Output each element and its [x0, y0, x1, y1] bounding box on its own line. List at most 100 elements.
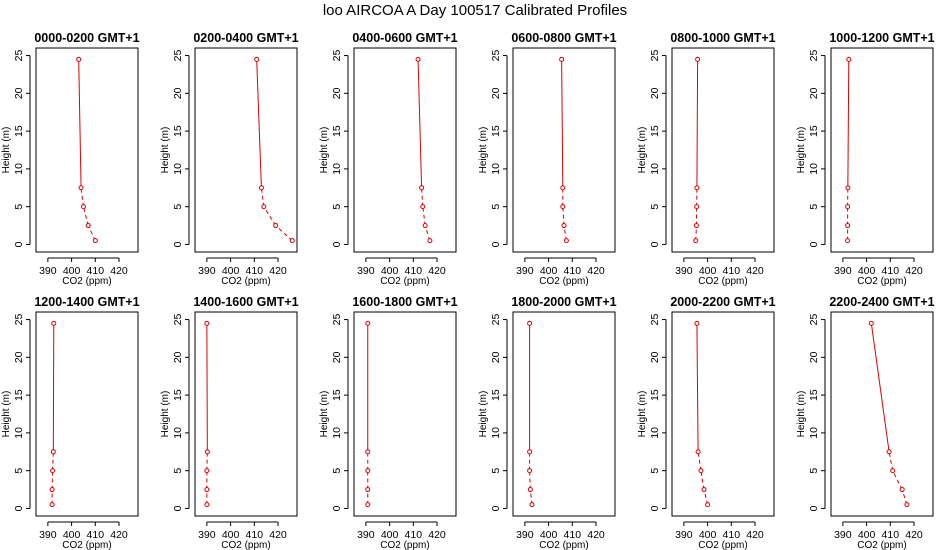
panel-8-x-tick-label: 420 — [269, 529, 287, 541]
panel-2-x-axis-label: CO2 (ppm) — [221, 276, 270, 287]
panel-10-y-tick-label: 5 — [490, 468, 502, 474]
panel-4-title: 0600-0800 GMT+1 — [511, 31, 616, 45]
panel-5-x-tick-label: 400 — [699, 265, 717, 277]
panel-6-x-tick-label: 420 — [905, 265, 923, 277]
panel-6-data-point — [845, 204, 851, 210]
panel-12-data-point — [890, 468, 896, 474]
panel-8-data-point — [204, 502, 210, 508]
panel-3-y-tick-label: 15 — [331, 125, 343, 137]
panel-10-x-axis-label: CO2 (ppm) — [539, 540, 588, 550]
panel-5-data-point — [694, 185, 700, 191]
panel-8-data-point — [204, 468, 210, 474]
panel-4-y-tick-label: 25 — [490, 50, 502, 62]
panel-11-x-tick-label: 420 — [746, 529, 764, 541]
panel-10-y-tick-label: 25 — [490, 314, 502, 326]
panel-4-y-tick-label: 5 — [490, 204, 502, 210]
panel-3-data-point — [419, 185, 425, 191]
panel-5-y-tick-label: 10 — [649, 163, 661, 175]
panel-3-profile-segment — [424, 225, 431, 241]
panel-2-frame — [194, 47, 298, 253]
panel-2-y-axis-label: Height (m) — [160, 127, 171, 174]
panel-9-data-point — [365, 487, 371, 493]
panel-8-title: 1400-1600 GMT+1 — [193, 295, 298, 309]
panel-2-title: 0200-0400 GMT+1 — [193, 31, 298, 45]
panel-3-x-tick-label: 420 — [428, 265, 446, 277]
panel-11-y-tick-label: 5 — [649, 468, 661, 474]
panel-1-x-tick-label: 410 — [87, 265, 105, 277]
panel-11-title: 2000-2200 GMT+1 — [670, 295, 775, 309]
panel-6-title: 1000-1200 GMT+1 — [829, 31, 934, 45]
panel-2-profile-segment — [275, 225, 293, 242]
panel-11-y-tick-label: 15 — [649, 389, 661, 401]
panel-6-y-tick-label: 0 — [808, 241, 820, 247]
panel-1-data-point — [78, 185, 84, 191]
panel-11-data-point — [705, 502, 711, 508]
panel-8-y-tick-label: 0 — [172, 505, 184, 511]
panel-10-x-tick-label: 420 — [587, 529, 605, 541]
panel-10-x-tick-label: 410 — [564, 529, 582, 541]
panel-8-x-tick-label: 390 — [198, 529, 216, 541]
panel-11-x-tick-label: 410 — [723, 529, 741, 541]
panel-7-y-tick-label: 5 — [13, 468, 25, 474]
panel-1-y-tick-label: 0 — [13, 241, 25, 247]
panel-3-data-point — [415, 56, 421, 62]
panel-5-y-tick-label: 0 — [649, 241, 661, 247]
panel-9-frame — [353, 311, 457, 517]
panel-1-y-tick-label: 15 — [13, 125, 25, 137]
panel-9-data-point — [365, 320, 371, 326]
panel-11-y-tick-label: 10 — [649, 427, 661, 439]
panel-12-y-tick-label: 0 — [808, 505, 820, 511]
panel-11-data-point — [698, 468, 704, 474]
panel-12-y-tick-label: 10 — [808, 427, 820, 439]
panel-4-profile-segment — [562, 206, 565, 226]
panel-12-frame — [830, 311, 934, 517]
panel-6-data-point — [845, 185, 851, 191]
panel-8-x-tick-label: 410 — [246, 529, 264, 541]
panel-10-y-tick-label: 15 — [490, 389, 502, 401]
panel-2-data-point — [254, 56, 260, 62]
panel-7-x-tick-label: 420 — [110, 529, 128, 541]
panel-7-frame — [35, 311, 139, 517]
panel-6-data-point — [846, 56, 852, 62]
panel-6-data-point — [845, 238, 851, 244]
panel-4-data-point — [559, 56, 565, 62]
panel-5-data-point — [694, 204, 700, 210]
panel-3-data-point — [422, 223, 428, 229]
panel-2-y-tick-label: 10 — [172, 163, 184, 175]
panel-5-y-tick-label: 5 — [649, 204, 661, 210]
panel-3-y-tick-label: 0 — [331, 241, 343, 247]
panel-10-y-axis-label: Height (m) — [478, 391, 489, 438]
panel-6-x-axis-label: CO2 (ppm) — [857, 276, 906, 287]
panel-5-y-tick-label: 15 — [649, 125, 661, 137]
panel-6-profile-segment — [847, 59, 850, 188]
panel-11-y-tick-label: 25 — [649, 314, 661, 326]
panel-4-x-tick-label: 420 — [587, 265, 605, 277]
panel-5-data-point — [695, 56, 701, 62]
panel-9-x-tick-label: 390 — [357, 529, 375, 541]
panel-6-y-axis-label: Height (m) — [796, 127, 807, 174]
panel-3-x-tick-label: 390 — [357, 265, 375, 277]
panel-11-profile-segment — [703, 489, 709, 505]
panel-12-x-tick-label: 390 — [834, 529, 852, 541]
panel-8-data-point — [204, 487, 210, 493]
panel-5-title: 0800-1000 GMT+1 — [670, 31, 775, 45]
panel-12-x-tick-label: 420 — [905, 529, 923, 541]
panel-12-data-point — [886, 449, 892, 455]
panel-8-data-point — [204, 449, 210, 455]
panel-2-data-point — [261, 204, 267, 210]
panel-8-data-point — [204, 320, 210, 326]
panel-3-y-tick-label: 10 — [331, 163, 343, 175]
panel-2-data-point — [273, 223, 279, 229]
panel-8-y-tick-label: 15 — [172, 389, 184, 401]
panel-1-y-tick-label: 10 — [13, 163, 25, 175]
panel-9-x-axis-label: CO2 (ppm) — [380, 540, 429, 550]
panel-7-y-tick-label: 20 — [13, 351, 25, 363]
panel-1-frame — [35, 47, 139, 253]
panel-9-y-tick-label: 5 — [331, 468, 343, 474]
panel-7-x-tick-label: 390 — [39, 529, 57, 541]
panel-10-profile-segment — [529, 470, 531, 490]
panel-11-frame — [671, 311, 775, 517]
panel-4-data-point — [560, 204, 566, 210]
panel-12-x-tick-label: 400 — [858, 529, 876, 541]
panel-7-x-tick-label: 410 — [87, 529, 105, 541]
